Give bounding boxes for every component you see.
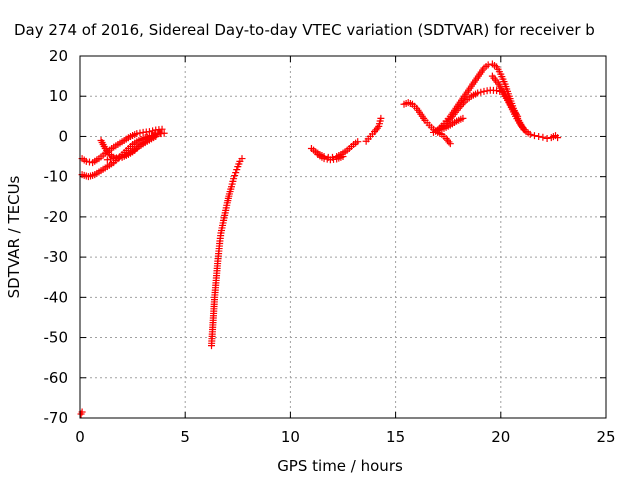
tick-labels: 0 5 10 15 20 25 -70 -60 -50 -40 -30 -20 -10 0 10 20 [44, 47, 616, 446]
data-point [152, 132, 160, 140]
plot-frame [79, 55, 607, 419]
data-point [526, 130, 534, 138]
x-axis-label: GPS time / hours [277, 457, 403, 475]
data-point [480, 87, 488, 95]
y-axis-label: SDTVAR / TECUs [5, 175, 23, 298]
data-point [158, 125, 166, 133]
x-tick-label: 0 [75, 428, 85, 446]
data-point [233, 166, 241, 174]
y-tick-label: -30 [44, 248, 69, 266]
x-tick-label: 5 [180, 428, 190, 446]
data-point [107, 155, 115, 163]
data-point [477, 88, 485, 96]
y-tick-label: -60 [44, 369, 69, 387]
data-point [103, 156, 111, 164]
data-point [133, 130, 141, 138]
chart-title: Day 274 of 2016, Sidereal Day-to-day VTE… [14, 21, 595, 39]
data-points [77, 60, 562, 418]
data-point [474, 89, 482, 97]
y-tick-label: -70 [44, 409, 69, 427]
data-point [554, 134, 562, 142]
data-point [230, 175, 238, 183]
data-point [543, 134, 551, 142]
data-point [354, 138, 362, 146]
data-point [520, 126, 528, 134]
data-point [446, 140, 454, 148]
x-tick-label: 20 [491, 428, 510, 446]
y-tick-label: 20 [49, 47, 68, 65]
data-point [320, 155, 328, 163]
y-tick-label: -50 [44, 329, 69, 347]
data-point [82, 157, 90, 165]
y-tick-label: -20 [44, 208, 69, 226]
data-point [136, 129, 144, 137]
data-point [514, 112, 522, 120]
y-tick-label: -40 [44, 288, 69, 306]
data-point [323, 155, 331, 163]
data-point [483, 87, 491, 95]
data-point [339, 153, 347, 161]
data-point [539, 133, 547, 141]
y-tick-label: -10 [44, 168, 69, 186]
data-point [459, 114, 467, 122]
x-tick-label: 15 [386, 428, 405, 446]
y-tick-label: 10 [49, 87, 68, 105]
data-point [377, 114, 385, 122]
data-point [530, 132, 538, 140]
data-point [149, 127, 157, 135]
data-point [232, 169, 240, 177]
data-point [535, 132, 543, 140]
data-point [85, 158, 93, 166]
x-tick-label: 10 [281, 428, 300, 446]
data-point [484, 61, 492, 69]
grid [80, 56, 606, 418]
x-tick-label: 25 [596, 428, 615, 446]
data-point [231, 172, 239, 180]
data-point [238, 155, 246, 163]
y-tick-label: 0 [58, 127, 68, 145]
data-point [156, 129, 164, 137]
